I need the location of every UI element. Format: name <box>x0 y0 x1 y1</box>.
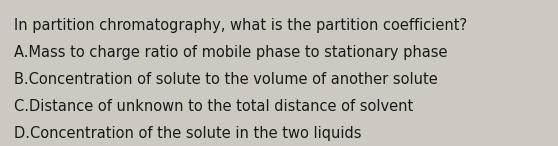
Text: A.Mass to charge ratio of mobile phase to stationary phase: A.Mass to charge ratio of mobile phase t… <box>14 45 448 60</box>
Text: In partition chromatography, what is the partition coefficient?: In partition chromatography, what is the… <box>14 18 467 33</box>
Text: B.Concentration of solute to the volume of another solute: B.Concentration of solute to the volume … <box>14 72 437 87</box>
Text: D.Concentration of the solute in the two liquids: D.Concentration of the solute in the two… <box>14 126 362 141</box>
Text: C.Distance of unknown to the total distance of solvent: C.Distance of unknown to the total dista… <box>14 99 413 114</box>
